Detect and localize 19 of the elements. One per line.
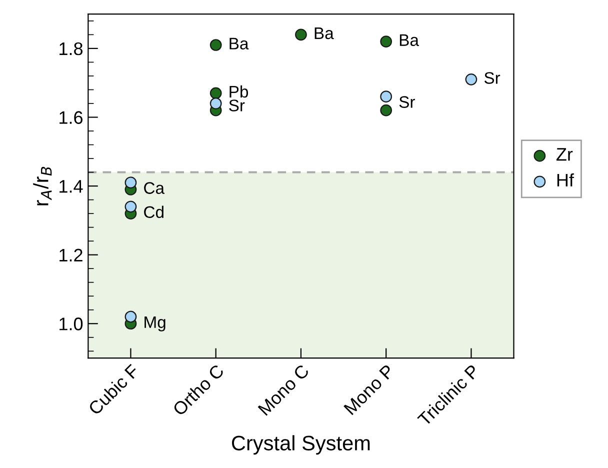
x-axis-title: Crystal System <box>232 435 370 455</box>
annotation: Mg <box>144 316 166 332</box>
annotation: Cd <box>144 206 164 218</box>
annotation: Sr <box>399 96 415 108</box>
annotation: Sr <box>229 100 245 112</box>
y-tick-label: 1.4 <box>60 180 83 193</box>
y-axis-title: r$_{A}$/r$_{B}$ <box>33 166 52 206</box>
annotation: Ba <box>230 38 249 50</box>
y-tick-label: 1.6 <box>60 111 83 124</box>
y-tick-label: 1.0 <box>60 318 83 330</box>
annotation: Ca <box>144 182 165 194</box>
legend-label: Hf <box>557 173 574 186</box>
annotation: Pb <box>230 85 248 98</box>
y-tick-label: 1.8 <box>60 42 83 56</box>
annotation: Sr <box>484 72 500 84</box>
annotation: Ba <box>400 34 419 46</box>
y-tick-label: 1.2 <box>60 248 82 262</box>
annotation: Ba <box>314 28 334 40</box>
legend-label: Zr <box>556 148 573 161</box>
